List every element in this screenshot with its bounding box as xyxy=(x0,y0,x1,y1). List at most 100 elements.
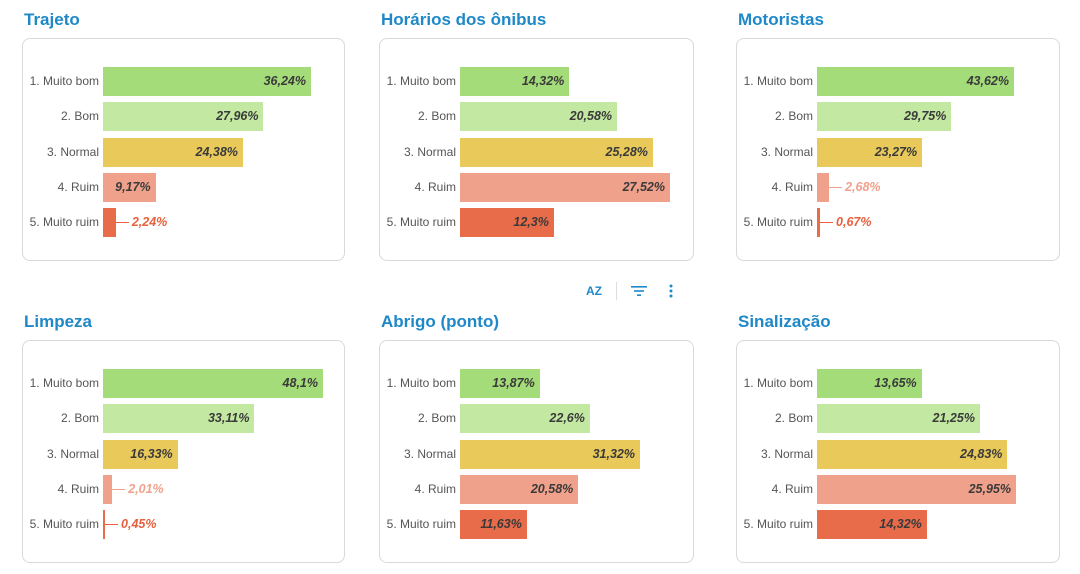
bar[interactable]: 29,75% xyxy=(817,102,952,131)
data-label: 2,68% xyxy=(845,180,881,194)
data-label: 48,1% xyxy=(282,376,318,390)
bar[interactable]: 27,96% xyxy=(103,102,264,131)
bar[interactable]: 14,32% xyxy=(460,67,570,96)
data-label: 36,24% xyxy=(263,74,306,88)
bar-row: 1. Muito bom 13,87% xyxy=(380,369,693,398)
bar[interactable]: 0,67% xyxy=(817,208,871,237)
category-label: 1. Muito bom xyxy=(386,376,456,390)
category-label: 5. Muito ruim xyxy=(29,215,99,229)
category-label: 5. Muito ruim xyxy=(386,517,456,531)
data-label: 9,17% xyxy=(115,180,151,194)
bar-row: 3. Normal 25,28% xyxy=(380,138,693,167)
data-label: 24,38% xyxy=(195,145,238,159)
bar-row: 1. Muito bom 13,65% xyxy=(737,369,1059,398)
bar[interactable]: 23,27% xyxy=(817,138,923,167)
category-label: 3. Normal xyxy=(760,447,813,461)
bar-row: 2. Bom 20,58% xyxy=(380,102,693,131)
chart-card: 1. Muito bom 43,62% 2. Bom 29,75% 3. Normal 2… xyxy=(736,38,1060,261)
bar[interactable]: 20,58% xyxy=(460,475,579,504)
chart-toolbar: AZ xyxy=(582,280,683,302)
bar-row: 1. Muito bom 43,62% xyxy=(737,67,1059,96)
category-label: 4. Ruim xyxy=(57,482,99,496)
category-label: 3. Normal xyxy=(46,447,99,461)
bar[interactable]: 13,65% xyxy=(817,369,922,398)
bar[interactable]: 9,17% xyxy=(103,173,156,202)
bar[interactable]: 14,32% xyxy=(817,510,927,539)
data-label: 27,96% xyxy=(216,109,259,123)
category-label: 4. Ruim xyxy=(414,180,456,194)
bar[interactable]: 2,01% xyxy=(103,475,164,504)
category-label: 4. Ruim xyxy=(771,482,813,496)
label-leader-line xyxy=(105,524,119,525)
bar-row: 1. Muito bom 36,24% xyxy=(23,67,344,96)
bar[interactable]: 48,1% xyxy=(103,369,323,398)
bar-row: 5. Muito ruim 12,3% xyxy=(380,208,693,237)
bar[interactable]: 25,95% xyxy=(817,475,1016,504)
chart-card: 1. Muito bom 13,65% 2. Bom 21,25% 3. Normal 2… xyxy=(736,340,1060,563)
data-label: 13,65% xyxy=(874,376,917,390)
category-label: 1. Muito bom xyxy=(743,376,813,390)
label-leader-line xyxy=(820,222,834,223)
category-label: 2. Bom xyxy=(417,109,456,123)
data-label: 27,52% xyxy=(622,180,665,194)
data-label: 22,6% xyxy=(549,411,585,425)
chart-title: Abrigo (ponto) xyxy=(381,312,500,331)
bar[interactable]: 36,24% xyxy=(103,67,311,96)
bar[interactable]: 31,32% xyxy=(460,440,640,469)
data-label: 0,45% xyxy=(121,517,157,531)
chart-title: Sinalização xyxy=(738,312,831,331)
category-label: 4. Ruim xyxy=(771,180,813,194)
bar[interactable]: 2,68% xyxy=(817,173,881,202)
chart-title: Horários dos ônibus xyxy=(381,10,547,29)
toolbar-divider xyxy=(616,282,617,300)
bar-row: 3. Normal 16,33% xyxy=(23,440,344,469)
data-label: 23,27% xyxy=(874,145,918,159)
bar-row: 5. Muito ruim 0,45% xyxy=(23,510,344,539)
category-label: 3. Normal xyxy=(760,145,813,159)
sort-az-icon[interactable]: AZ xyxy=(586,284,602,298)
category-label: 3. Normal xyxy=(403,145,456,159)
category-label: 2. Bom xyxy=(60,411,99,425)
chart-title: Trajeto xyxy=(24,10,80,29)
data-label: 43,62% xyxy=(966,74,1009,88)
category-label: 4. Ruim xyxy=(57,180,99,194)
category-label: 5. Muito ruim xyxy=(743,215,813,229)
data-label: 14,32% xyxy=(521,74,565,88)
data-label: 29,75% xyxy=(903,109,947,123)
label-leader-line xyxy=(115,222,129,223)
more-options-icon[interactable] xyxy=(659,280,683,302)
bar[interactable]: 33,11% xyxy=(103,404,255,433)
data-label: 33,11% xyxy=(207,411,250,425)
category-label: 4. Ruim xyxy=(414,482,456,496)
bar[interactable]: 27,52% xyxy=(460,173,670,202)
chart-card: 1. Muito bom 36,24% 2. Bom 27,96% 3. Normal 2… xyxy=(22,38,345,261)
bar[interactable]: 21,25% xyxy=(817,404,980,433)
bar[interactable]: 22,6% xyxy=(460,404,590,433)
label-leader-line xyxy=(829,187,843,188)
chart-card: 1. Muito bom 14,32% 2. Bom 20,58% 3. Normal 2… xyxy=(379,38,694,261)
bar-row: 3. Normal 24,38% xyxy=(23,138,344,167)
data-label: 0,67% xyxy=(836,215,872,229)
data-label: 21,25% xyxy=(932,411,975,425)
data-label: 11,63% xyxy=(480,517,522,531)
data-label: 12,3% xyxy=(513,215,549,229)
bar[interactable]: 24,83% xyxy=(817,440,1008,469)
bar-row: 3. Normal 31,32% xyxy=(380,440,693,469)
category-label: 2. Bom xyxy=(774,411,813,425)
bar[interactable]: 25,28% xyxy=(460,138,653,167)
filter-icon[interactable] xyxy=(627,280,651,302)
bar[interactable]: 13,87% xyxy=(460,369,540,398)
bar[interactable]: 11,63% xyxy=(460,510,527,539)
data-label: 20,58% xyxy=(530,482,574,496)
bar[interactable]: 16,33% xyxy=(103,440,178,469)
bar[interactable]: 12,3% xyxy=(460,208,554,237)
bar[interactable]: 2,24% xyxy=(103,208,167,237)
bar[interactable]: 0,45% xyxy=(103,510,157,539)
data-label: 31,32% xyxy=(592,447,635,461)
bar[interactable]: 20,58% xyxy=(460,102,618,131)
bar[interactable]: 24,38% xyxy=(103,138,243,167)
bar[interactable]: 43,62% xyxy=(817,67,1014,96)
category-label: 5. Muito ruim xyxy=(743,517,813,531)
category-label: 5. Muito ruim xyxy=(29,517,99,531)
chart-card: 1. Muito bom 13,87% 2. Bom 22,6% 3. Normal 31… xyxy=(379,340,694,563)
